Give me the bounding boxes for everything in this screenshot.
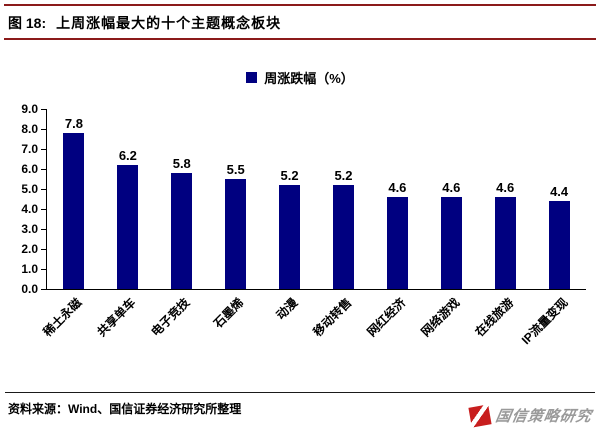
x-category-label: 在线旅游 — [472, 295, 517, 340]
bar-value-label: 4.6 — [496, 180, 515, 195]
y-tick-label: 6.0 — [21, 162, 38, 176]
y-tick-label: 1.0 — [21, 262, 38, 276]
y-tick-mark — [41, 289, 46, 290]
brand-logo-text: 国信策略研究 — [494, 408, 594, 425]
x-label-slot: 移动转售 — [310, 290, 370, 366]
bar — [63, 133, 85, 289]
y-tick-mark — [41, 149, 46, 150]
y-tick-label: 7.0 — [21, 142, 38, 156]
x-category-label: 电子竞技 — [148, 295, 193, 340]
legend-swatch — [246, 72, 258, 83]
y-tick-mark — [41, 129, 46, 130]
bar-value-label: 5.5 — [226, 162, 245, 177]
bar-slot: 5.2 — [317, 109, 371, 289]
x-label-slot: 网络游戏 — [418, 290, 478, 366]
bar — [171, 173, 193, 289]
x-label-slot: 石墨烯 — [208, 290, 262, 366]
bar — [386, 197, 408, 289]
figure-title: 上周涨幅最大的十个主题概念板块 — [56, 15, 282, 31]
x-category-label: 网络游戏 — [418, 295, 463, 340]
x-label-slot: 电子竞技 — [148, 290, 208, 366]
y-tick-label: 4.0 — [21, 202, 38, 216]
x-label-slot: 动漫 — [262, 290, 316, 366]
bar-slot: 5.5 — [209, 109, 263, 289]
bar-value-label: 4.6 — [388, 180, 407, 195]
bar-slot: 5.2 — [263, 109, 317, 289]
bar-value-label: 4.6 — [442, 180, 461, 195]
bar-slot: 4.6 — [424, 109, 478, 289]
brand-logo-icon — [468, 403, 492, 428]
y-tick-label: 0.0 — [21, 282, 38, 296]
x-category-label: 共享单车 — [94, 295, 139, 340]
bar-slot: 4.6 — [370, 109, 424, 289]
y-tick-label: 8.0 — [21, 122, 38, 136]
chart-legend: 周涨跌幅（%） — [0, 68, 600, 87]
x-label-slot: IP流量变现 — [518, 290, 586, 366]
y-tick-mark — [41, 269, 46, 270]
bar-value-label: 5.2 — [334, 168, 353, 183]
bar-slot: 5.8 — [155, 109, 209, 289]
bar-slot: 4.6 — [478, 109, 532, 289]
bar-slot: 7.8 — [47, 109, 101, 289]
brand-watermark: 国信策略研究 — [468, 403, 594, 428]
bar — [117, 165, 139, 289]
y-tick-label: 9.0 — [21, 102, 38, 116]
top-divider — [4, 4, 596, 6]
y-tick-label: 3.0 — [21, 222, 38, 236]
figure-header: 图 18: 上周涨幅最大的十个主题概念板块 — [0, 6, 600, 38]
bar — [548, 201, 570, 289]
bar — [279, 185, 301, 289]
footer-divider — [5, 392, 595, 393]
bar-value-label: 5.8 — [172, 156, 191, 171]
bar-value-label: 6.2 — [118, 148, 137, 163]
y-tick-label: 5.0 — [21, 182, 38, 196]
bar-slot: 6.2 — [101, 109, 155, 289]
x-category-label: 动漫 — [273, 295, 301, 323]
bar — [332, 185, 354, 289]
x-category-label: 移动转售 — [310, 295, 355, 340]
bar — [225, 179, 247, 289]
y-tick-mark — [41, 109, 46, 110]
bar-value-label: 7.8 — [64, 116, 83, 131]
header-divider — [4, 38, 596, 40]
x-category-label: 稀土永磁 — [40, 295, 85, 340]
bar — [440, 197, 462, 289]
source-note: 资料来源：Wind、国信证券经济研究所整理 — [8, 402, 242, 416]
x-axis-labels: 稀土永磁 共享单车 电子竞技 石墨烯 动漫 移动转售 网红经济 网络游戏 在线旅游 IP流量变现 — [40, 290, 586, 366]
bar-value-label: 4.4 — [550, 184, 569, 199]
figure-number: 图 18: — [8, 15, 47, 31]
y-tick-label: 2.0 — [21, 242, 38, 256]
x-label-slot: 稀土永磁 — [40, 290, 100, 366]
y-tick-mark — [41, 189, 46, 190]
bar-value-label: 5.2 — [280, 168, 299, 183]
x-category-label: 石墨烯 — [210, 295, 247, 331]
x-label-slot: 网红经济 — [364, 290, 424, 366]
plot-area: 7.8 6.2 5.8 5.5 5.2 5.2 4.6 4.6 4.6 4.4 — [46, 109, 586, 290]
legend-label: 周涨跌幅（%） — [264, 71, 354, 86]
y-tick-mark — [41, 249, 46, 250]
bar-slot: 4.4 — [532, 109, 586, 289]
plot-column: 7.8 6.2 5.8 5.5 5.2 5.2 4.6 4.6 4.6 4.4 稀土永磁 共享单车电… — [40, 109, 586, 366]
y-tick-mark — [41, 209, 46, 210]
bar — [494, 197, 516, 289]
x-category-label: 网红经济 — [364, 295, 409, 340]
y-tick-mark — [41, 169, 46, 170]
y-axis: 9.0 8.0 7.0 6.0 5.0 4.0 3.0 2.0 1.0 0.0 — [8, 102, 46, 296]
x-label-slot: 共享单车 — [94, 290, 154, 366]
y-tick-mark — [41, 229, 46, 230]
bar-chart: 9.0 8.0 7.0 6.0 5.0 4.0 3.0 2.0 1.0 0.0 7.8 6.2 5.8… — [8, 102, 586, 366]
